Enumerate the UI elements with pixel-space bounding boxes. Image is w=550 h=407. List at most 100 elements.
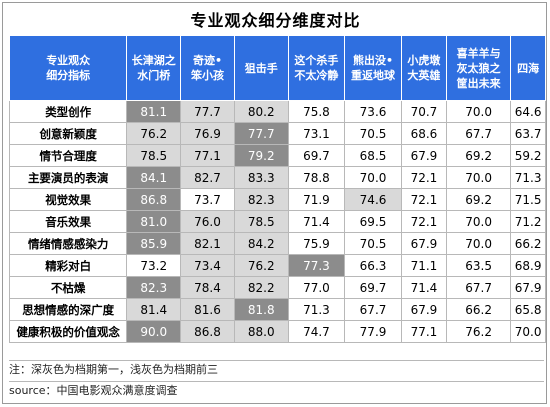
score-cell: 63.7	[510, 122, 546, 145]
score-cell: 67.9	[400, 298, 448, 321]
column-header-line: 四海	[517, 61, 540, 75]
column-header-line: 水门桥	[137, 69, 171, 82]
score-cell: 74.6	[344, 188, 402, 211]
source-note: source：中国电影观众满意度调查	[9, 381, 544, 400]
score-cell: 77.7	[233, 122, 289, 145]
score-cell: 71.3	[287, 298, 346, 321]
score-cell: 65.8	[510, 298, 546, 321]
legend-note: 注：深灰色为档期第一，浅灰色为档期前三	[9, 360, 544, 379]
column-header-line: 熊出没•	[353, 54, 394, 67]
table-row: 创意新颖度 76.2 76.9 77.7 73.1 70.5 68.6 67.7 63.7	[8, 122, 546, 145]
corner-header-line: 专业观众	[46, 54, 91, 67]
score-cell: 90.0	[126, 320, 182, 343]
score-cell: 70.0	[445, 232, 512, 255]
table-row: 不枯燥 82.3 78.4 82.2 77.0 69.7 71.4 67.7 67.9	[8, 276, 546, 299]
score-cell: 69.7	[287, 144, 346, 167]
score-cell: 73.6	[344, 100, 402, 123]
column-header: 喜羊羊与 灰太狼之 筐出未来	[445, 35, 512, 101]
row-label: 类型创作	[8, 100, 128, 123]
score-cell: 66.3	[344, 254, 402, 277]
score-cell: 78.8	[287, 166, 346, 189]
score-cell: 76.0	[180, 210, 235, 233]
score-cell: 70.0	[445, 100, 512, 123]
score-cell: 67.9	[400, 144, 448, 167]
score-cell: 77.7	[180, 100, 235, 123]
score-cell: 81.1	[126, 100, 182, 123]
table-row: 情节合理度 78.5 77.1 79.2 69.7 68.5 67.9 69.2 59.2	[8, 144, 546, 167]
comparison-table: 专业观众 细分指标 长津湖之 水门桥 奇迹• 笨小孩 狙击手 这个杀手 不太冷静 熊出没• 重返地球…	[8, 35, 546, 343]
column-header-line: 大英雄	[407, 69, 441, 82]
table-row: 情绪情感感染力 85.9 82.1 84.2 75.9 70.5 67.9 70.0 66.2	[8, 232, 546, 255]
column-header: 小虎墩 大英雄	[400, 35, 448, 101]
score-cell: 73.2	[126, 254, 182, 277]
score-cell: 63.5	[445, 254, 512, 277]
row-label: 思想情感的深广度	[8, 298, 128, 321]
score-cell: 64.6	[510, 100, 546, 123]
score-cell: 71.9	[287, 188, 346, 211]
table-row: 类型创作 81.1 77.7 80.2 75.8 73.6 70.7 70.0 64.6	[8, 100, 546, 123]
column-header-line: 重返地球	[351, 69, 396, 82]
score-cell: 77.3	[287, 254, 346, 277]
score-cell: 68.6	[400, 122, 448, 145]
score-cell: 84.1	[126, 166, 182, 189]
score-cell: 84.2	[233, 232, 289, 255]
column-header: 这个杀手 不太冷静	[287, 35, 346, 101]
column-header-line: 小虎墩	[407, 54, 441, 67]
score-cell: 82.3	[126, 276, 182, 299]
row-label: 健康积极的价值观念	[8, 320, 128, 343]
score-cell: 80.2	[233, 100, 289, 123]
score-cell: 82.3	[233, 188, 289, 211]
score-cell: 86.8	[180, 320, 235, 343]
column-header: 长津湖之 水门桥	[126, 35, 182, 101]
score-cell: 69.5	[344, 210, 402, 233]
table-row: 主要演员的表演 84.1 82.7 83.3 78.8 70.0 72.1 70.0 71.3	[8, 166, 546, 189]
score-cell: 67.7	[445, 122, 512, 145]
score-cell: 86.8	[126, 188, 182, 211]
score-cell: 68.9	[510, 254, 546, 277]
column-header-line: 长津湖之	[131, 54, 176, 67]
score-cell: 76.2	[445, 320, 512, 343]
score-cell: 66.2	[510, 232, 546, 255]
score-cell: 71.3	[510, 166, 546, 189]
score-cell: 68.5	[344, 144, 402, 167]
score-cell: 82.2	[233, 276, 289, 299]
corner-header-line: 细分指标	[46, 69, 91, 82]
score-cell: 78.5	[126, 144, 182, 167]
score-cell: 70.5	[344, 122, 402, 145]
table-row: 精彩对白 73.2 73.4 76.2 77.3 66.3 71.1 63.5 68.9	[8, 254, 546, 277]
score-cell: 67.7	[445, 276, 512, 299]
score-cell: 77.1	[180, 144, 235, 167]
score-cell: 73.7	[180, 188, 235, 211]
score-cell: 78.4	[180, 276, 235, 299]
corner-header: 专业观众 细分指标	[8, 35, 128, 101]
column-header-line: 灰太狼之	[456, 61, 501, 75]
score-cell: 69.7	[344, 276, 402, 299]
score-cell: 79.2	[233, 144, 289, 167]
score-cell: 67.9	[400, 232, 448, 255]
score-cell: 70.0	[445, 210, 512, 233]
table-card: 专业观众细分维度对比 专业观众 细分指标 长津湖之 水门桥 奇迹• 笨小孩 狙击手 这个杀手不…	[2, 2, 547, 404]
table-title: 专业观众细分维度对比	[190, 11, 361, 30]
column-header: 奇迹• 笨小孩	[180, 35, 235, 101]
score-cell: 85.9	[126, 232, 182, 255]
score-cell: 71.4	[287, 210, 346, 233]
score-cell: 67.7	[344, 298, 402, 321]
score-cell: 69.2	[445, 144, 512, 167]
score-cell: 82.7	[180, 166, 235, 189]
score-cell: 76.2	[233, 254, 289, 277]
score-cell: 59.2	[510, 144, 546, 167]
column-header-line: 笨小孩	[191, 69, 224, 82]
column-header-line: 这个杀手	[294, 54, 339, 67]
score-cell: 77.1	[400, 320, 448, 343]
score-cell: 82.1	[180, 232, 235, 255]
column-header-line: 喜羊羊与	[456, 46, 501, 60]
row-label: 情绪情感感染力	[8, 232, 128, 255]
score-cell: 78.5	[233, 210, 289, 233]
score-cell: 77.0	[287, 276, 346, 299]
score-cell: 70.7	[400, 100, 448, 123]
score-cell: 67.9	[510, 276, 546, 299]
score-cell: 75.9	[287, 232, 346, 255]
score-cell: 71.4	[400, 276, 448, 299]
score-cell: 81.8	[233, 298, 289, 321]
score-cell: 72.1	[400, 188, 448, 211]
